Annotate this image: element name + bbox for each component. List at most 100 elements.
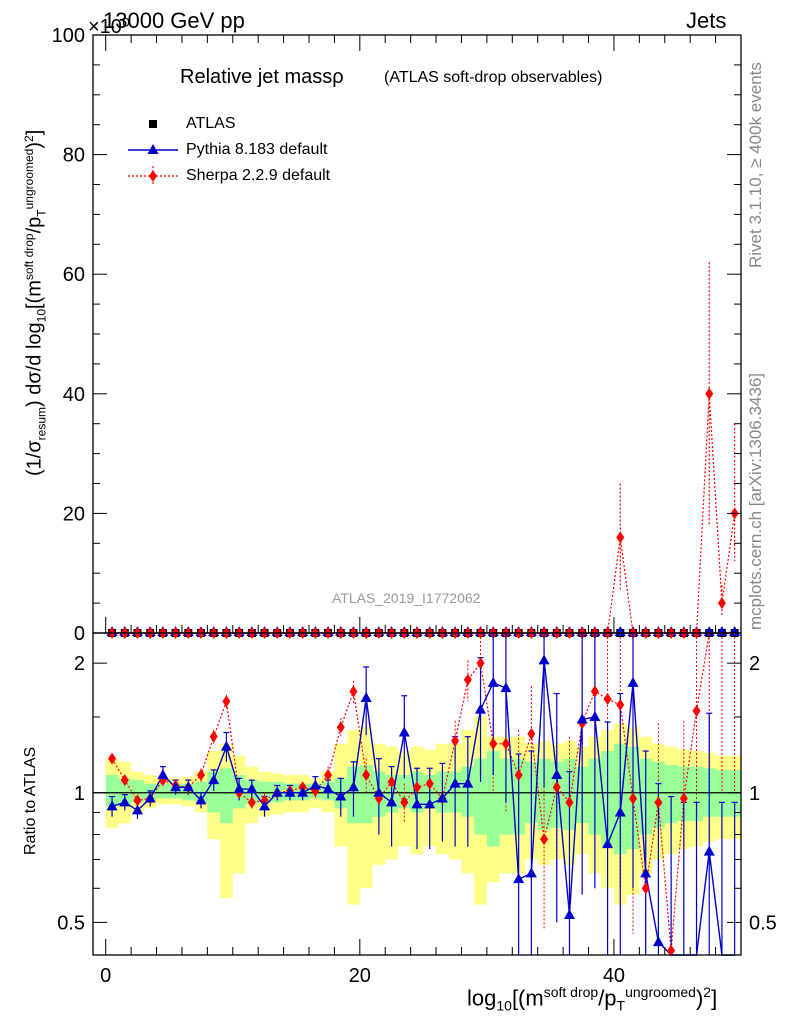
ytick-label-ratio: 0.5 (57, 912, 85, 934)
sherpa-point (590, 685, 599, 698)
sherpa-line-top (112, 393, 736, 634)
band-inner (664, 765, 678, 824)
pythia-point (487, 676, 499, 687)
ratio-marks (106, 632, 738, 957)
sherpa-point (692, 704, 701, 717)
legend-atlas: ATLAS (186, 115, 236, 132)
pythia-point (271, 786, 283, 797)
pythia-point (563, 909, 575, 920)
atlas-point (149, 120, 157, 128)
ratio-frame (92, 632, 742, 956)
ytick-label-ratio-right: 1 (749, 783, 760, 805)
pythia-point (131, 804, 143, 815)
pythia-point (360, 692, 372, 703)
legend-marks (128, 120, 178, 186)
pythia-point (411, 798, 423, 809)
sherpa-point (362, 768, 371, 781)
pythia-point (119, 796, 131, 807)
sherpa-point (629, 792, 637, 805)
xtick-label: 40 (603, 965, 625, 987)
sherpa-point (552, 781, 561, 794)
sherpa-point (540, 833, 549, 846)
pythia-point (297, 786, 309, 797)
pythia-point (627, 676, 639, 687)
pythia-point (335, 790, 347, 801)
band-inner (474, 758, 487, 835)
sherpa-point (349, 685, 358, 698)
pythia-point (703, 845, 715, 856)
sherpa-point (120, 774, 129, 787)
y-exponent: ×10⁰ (88, 16, 130, 38)
sherpa-point (717, 597, 726, 610)
sherpa-point (501, 737, 510, 750)
sherpa-line-ratio (111, 632, 735, 951)
pythia-point (284, 786, 296, 797)
ytick-label-ratio: 2 (74, 653, 85, 675)
xtick-label: 0 (100, 965, 111, 987)
sherpa-point (222, 695, 231, 708)
pythia-point (373, 786, 385, 797)
pythia-point (576, 713, 588, 724)
sherpa-point (425, 777, 434, 790)
sherpa-point (387, 775, 396, 788)
pythia-point (449, 777, 461, 788)
pythia-line-ratio (111, 660, 735, 956)
sherpa-point (400, 796, 409, 809)
sherpa-point (108, 752, 117, 765)
ytick-label-ratio-right: 2 (749, 653, 760, 675)
top-marks (106, 262, 741, 639)
y-axis-label-top: (1/σresum) dσ/d log10[(msoft drop/pTungr… (22, 129, 49, 476)
pythia-point (170, 781, 182, 792)
pythia-point (144, 792, 156, 803)
pythia-point (424, 798, 436, 809)
band-inner (359, 765, 373, 824)
pythia-point (233, 783, 245, 794)
sherpa-point (616, 698, 625, 711)
sherpa-point (149, 170, 157, 182)
ytick-label-top: 0 (74, 623, 85, 645)
sherpa-point (667, 944, 676, 957)
header-jets: Jets (686, 8, 727, 33)
x-axis-label: log10[(msoft drop/pTungroomed)2] (467, 984, 718, 1014)
pythia-point (309, 779, 321, 790)
watermark: ATLAS_2019_I1772062 (332, 590, 481, 606)
band-inner (131, 780, 144, 803)
sherpa-point (197, 768, 205, 781)
sherpa-point (324, 768, 333, 781)
sherpa-point (336, 721, 345, 734)
chart-title: Relative jet massρ (180, 66, 344, 88)
sherpa-point (476, 657, 485, 670)
sherpa-point (705, 387, 714, 400)
sherpa-point (679, 792, 688, 805)
sherpa-point (413, 781, 421, 794)
sherpa-point (616, 531, 625, 544)
y-axis-label-ratio: Ratio to ATLAS (22, 746, 39, 855)
xtick-label: 20 (349, 965, 371, 987)
pythia-point (462, 777, 474, 788)
sherpa-point (514, 768, 523, 781)
pythia-point (538, 654, 550, 665)
sherpa-point (133, 794, 142, 807)
sherpa-point (654, 796, 663, 809)
pythia-point (246, 783, 258, 794)
sherpa-point (451, 734, 460, 747)
pythia-point (259, 800, 271, 811)
pythia-point (614, 806, 626, 817)
sherpa-point (527, 727, 536, 740)
ytick-label-top: 100 (52, 25, 85, 47)
pythia-point (589, 710, 601, 721)
pythia-point (475, 703, 487, 714)
pythia-point (436, 792, 448, 803)
pythia-point (347, 781, 359, 792)
pythia-point (398, 726, 410, 737)
ytick-label-ratio-right: 0.5 (749, 912, 777, 934)
mcplots-label: mcplots.cern.ch [arXiv:1306.3436] (746, 372, 765, 630)
pythia-point (220, 740, 232, 751)
ytick-label-top: 80 (63, 145, 85, 167)
pythia-point (106, 800, 118, 811)
pythia-point (500, 682, 512, 693)
ytick-label-top: 60 (63, 264, 85, 286)
sherpa-point (489, 737, 498, 750)
pythia-point (147, 144, 159, 154)
